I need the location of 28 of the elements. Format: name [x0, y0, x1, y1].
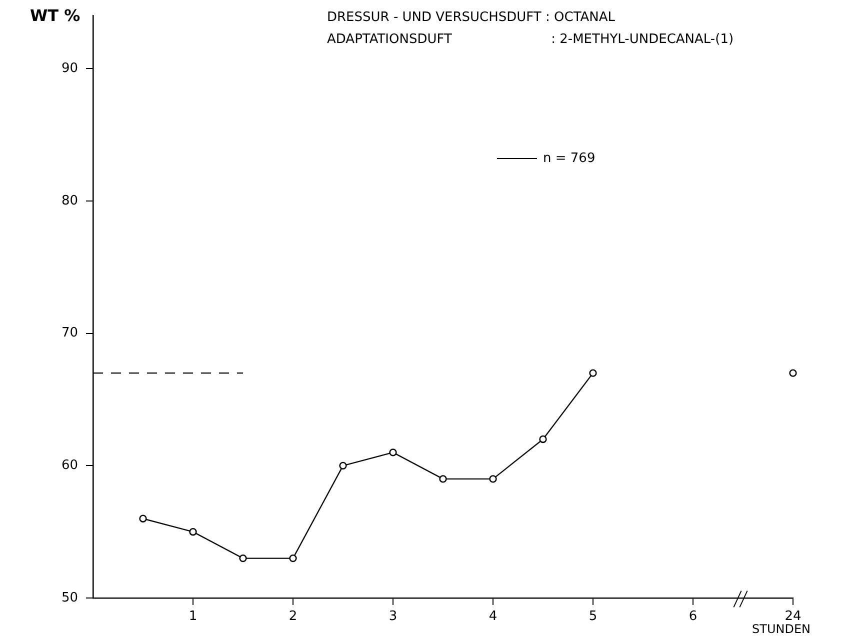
point: [439, 475, 447, 483]
x-tick-label: 3: [388, 609, 398, 624]
annotation: ADAPTATIONSDUFT : 2-METHYL-UNDECANAL-(1): [327, 32, 734, 47]
point: [389, 448, 397, 456]
annotation: DRESSUR - UND VERSUCHSDUFT : OCTANAL: [327, 10, 616, 25]
x-tick-label: 5: [588, 609, 598, 624]
x-tick-label: 24: [784, 609, 802, 624]
y-tick-label: 50: [61, 590, 78, 606]
point: [339, 462, 347, 470]
y-tick-label: 70: [61, 326, 78, 341]
x-tick-label: 1: [188, 609, 198, 624]
point: [789, 369, 797, 377]
y-axis-title: WT %: [30, 6, 80, 25]
point: [239, 554, 247, 562]
point: [539, 435, 547, 444]
x-axis-title: STUNDEN: [752, 622, 811, 636]
point: [589, 369, 597, 377]
y-tick-label: 60: [61, 458, 78, 474]
x-tick-label: 4: [488, 609, 498, 624]
point: [139, 514, 147, 522]
x-tick-label: 2: [288, 609, 298, 624]
y-tick-label: 80: [61, 193, 78, 208]
legend-label: n = 769: [543, 151, 596, 166]
point: [289, 554, 297, 562]
point: [189, 528, 197, 536]
y-tick-label: 90: [61, 61, 78, 76]
point: [489, 475, 497, 483]
x-tick-label: 6: [688, 609, 698, 624]
